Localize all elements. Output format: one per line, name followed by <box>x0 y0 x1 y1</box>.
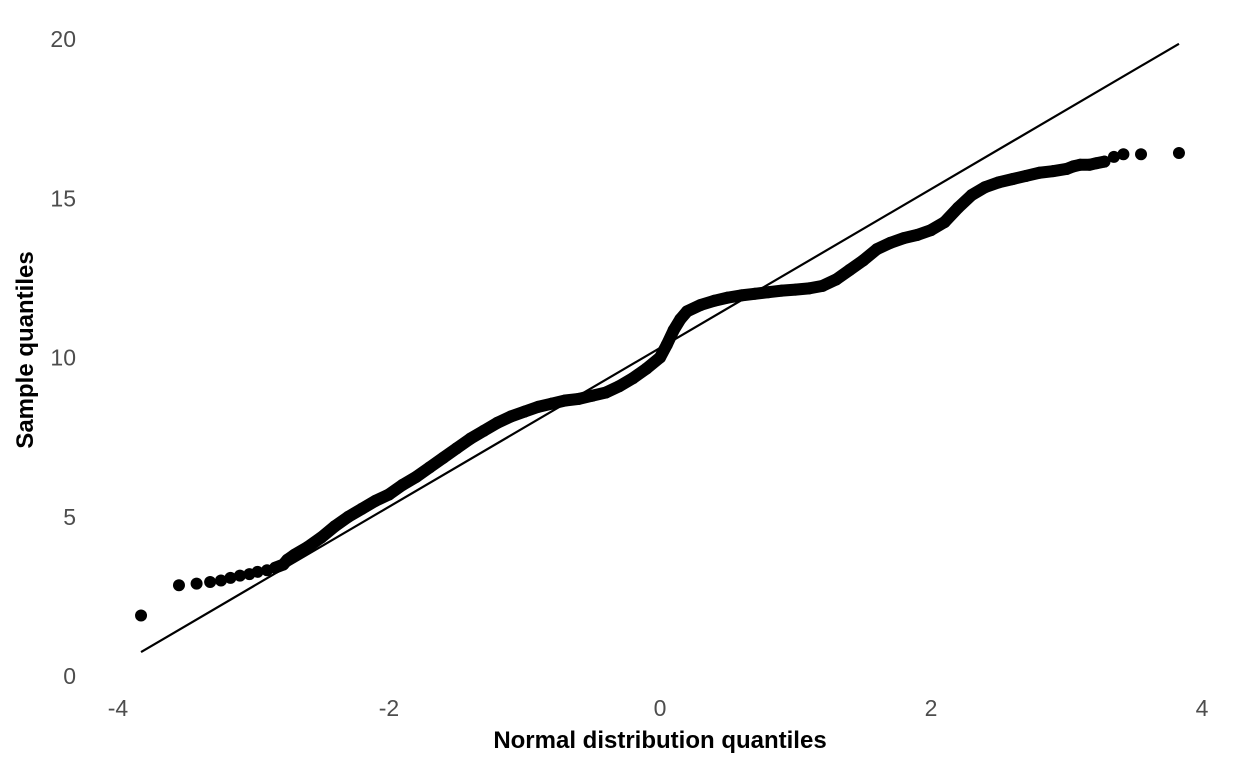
sample-point-4 <box>214 574 227 587</box>
x-tick-label: 4 <box>1196 695 1209 721</box>
y-tick-label: 20 <box>50 26 76 52</box>
points-layer <box>135 147 1185 622</box>
sample-point-79 <box>1117 148 1130 161</box>
y-tick-label: 10 <box>50 345 76 371</box>
x-axis-ticks: -4 -2 0 2 4 <box>108 695 1209 721</box>
x-tick-label: 2 <box>925 695 938 721</box>
sample-point-6 <box>233 569 246 582</box>
sample-point-8 <box>251 565 264 578</box>
sample-point-5 <box>224 571 237 584</box>
x-tick-label: -2 <box>379 695 399 721</box>
y-axis-title: Sample quantiles <box>12 251 39 448</box>
sample-points-dense-band <box>269 155 1111 574</box>
y-tick-label: 15 <box>50 185 76 211</box>
y-axis-ticks: 0 5 10 15 20 <box>50 26 76 689</box>
sample-point-3 <box>204 576 217 589</box>
x-tick-label: 0 <box>654 695 667 721</box>
sample-point-81 <box>1172 147 1185 160</box>
sample-point-0 <box>135 609 148 622</box>
x-axis-title: Normal distribution quantiles <box>493 727 826 754</box>
sample-point-1 <box>172 579 185 592</box>
x-tick-label: -4 <box>108 695 129 721</box>
sample-point-2 <box>190 577 203 590</box>
sample-point-80 <box>1135 148 1148 161</box>
y-tick-label: 5 <box>63 504 76 530</box>
y-tick-label: 0 <box>63 663 76 689</box>
sample-point-78 <box>1107 150 1120 163</box>
